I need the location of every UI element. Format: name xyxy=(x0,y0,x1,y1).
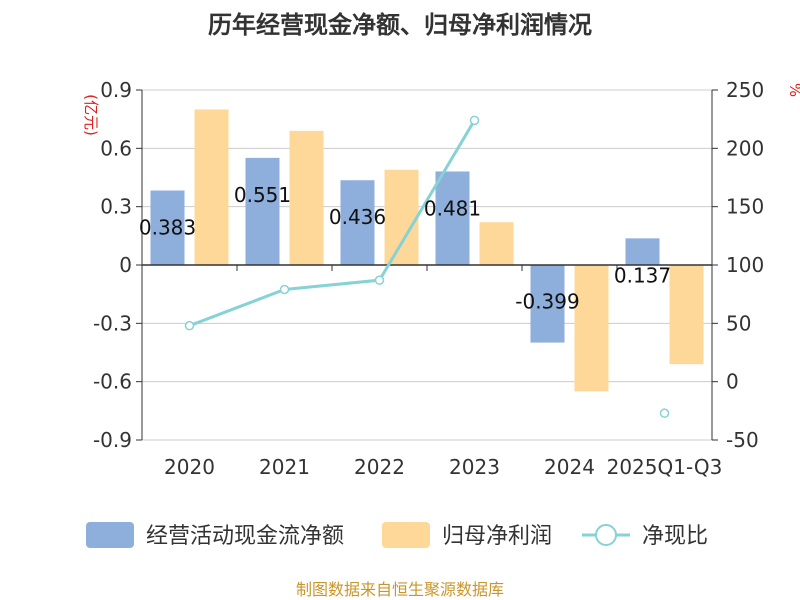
category-label: 2020 xyxy=(164,455,215,479)
right-tick-label: -50 xyxy=(726,428,759,452)
right-tick-label: 100 xyxy=(726,253,764,277)
right-tick-label: 0 xyxy=(726,370,739,394)
axes xyxy=(136,89,718,441)
category-label: 2021 xyxy=(259,455,310,479)
bar-profit xyxy=(289,130,324,265)
category-label: 2024 xyxy=(544,455,595,479)
ratio-point xyxy=(279,284,290,295)
right-tick-label: 150 xyxy=(726,195,764,219)
chart-title: 历年经营现金净额、归母净利润情况 xyxy=(208,11,592,39)
bar-value-label: 0.481 xyxy=(424,196,481,220)
bar-profit xyxy=(384,169,419,265)
bar-cashflow xyxy=(340,180,375,265)
bar-profit xyxy=(479,222,514,265)
ratio-line-path xyxy=(188,119,476,328)
bar-value-label: 0.137 xyxy=(614,263,671,287)
bar-cashflow xyxy=(435,171,470,265)
left-tick-label: -0.9 xyxy=(93,428,132,452)
ratio-line xyxy=(184,115,670,418)
legend-swatch-profit xyxy=(382,522,430,548)
bar-value-label: 0.551 xyxy=(234,183,291,207)
left-tick-label: 0 xyxy=(119,253,132,277)
right-tick-label: 50 xyxy=(726,311,751,335)
legend-marker-ratio xyxy=(595,524,617,546)
legend-label-ratio: 净现比 xyxy=(642,524,708,549)
bar-profit xyxy=(574,265,609,392)
bar-value-label: -0.399 xyxy=(515,290,579,314)
left-axis-unit: (亿元) xyxy=(82,94,100,136)
right-tick-label: 250 xyxy=(726,78,764,102)
ratio-point xyxy=(469,115,480,126)
tick-labels: 0.9 250 0.6 200 0.3 150 0 100 -0.3 50 -0.6 0 -0.9 -50… xyxy=(93,78,764,479)
left-tick-label: 0.6 xyxy=(100,136,132,160)
legend: 经营活动现金流净额 归母净利润 净现比 xyxy=(86,522,708,549)
bar-cashflow xyxy=(150,190,185,265)
category-label: 2023 xyxy=(449,455,500,479)
bar-value-label: 0.383 xyxy=(139,216,196,240)
left-tick-label: 0.9 xyxy=(100,78,132,102)
data-labels: 0.383 0.551 0.436 0.481 -0.399 0.137 xyxy=(139,183,671,314)
bar-profit xyxy=(669,265,704,365)
bars xyxy=(150,109,704,392)
ratio-point xyxy=(374,275,385,285)
bar-value-label: 0.436 xyxy=(329,205,386,229)
left-tick-label: 0.3 xyxy=(100,195,132,219)
legend-label-profit: 归母净利润 xyxy=(442,524,552,549)
right-tick-label: 200 xyxy=(726,136,764,160)
ratio-point xyxy=(184,320,195,331)
legend-swatch-cashflow xyxy=(86,522,134,548)
ratio-point xyxy=(659,408,670,418)
bar-cashflow xyxy=(625,238,660,265)
bar-profit xyxy=(194,109,229,265)
left-tick-label: -0.6 xyxy=(93,370,132,394)
right-axis-unit: % xyxy=(786,83,800,97)
category-label: 2022 xyxy=(354,455,405,479)
legend-label-cashflow: 经营活动现金流净额 xyxy=(146,524,344,549)
bar-cashflow xyxy=(245,157,280,265)
category-label: 2025Q1-Q3 xyxy=(607,455,723,479)
data-source-note: 制图数据来自恒生聚源数据库 xyxy=(296,580,504,599)
bar-cashflow xyxy=(530,265,565,343)
left-tick-label: -0.3 xyxy=(93,311,132,335)
